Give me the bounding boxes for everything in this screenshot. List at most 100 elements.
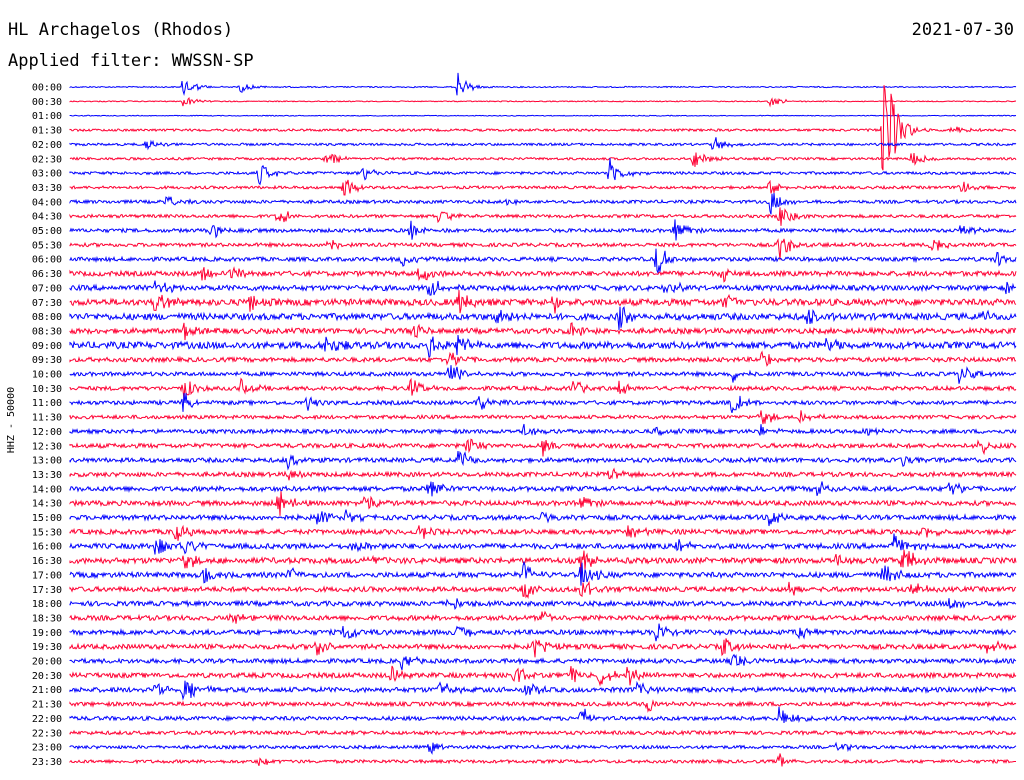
hour-label: 12:00: [32, 427, 62, 438]
hour-label: 16:30: [32, 556, 62, 567]
trace-line: [69, 533, 1017, 555]
hour-label: 19:30: [32, 642, 62, 653]
trace-line: [69, 219, 1017, 241]
hour-label: 00:00: [32, 83, 62, 94]
hour-label-group: 00:00 00:30 01:00 01:30 02:00 02:30 03:00 03:30…: [32, 83, 62, 768]
hour-label: 04:00: [32, 197, 62, 208]
hour-label: 23:30: [32, 757, 62, 768]
hour-label: 11:00: [32, 398, 62, 409]
trace-line: [69, 653, 1017, 671]
hour-label: 21:00: [32, 685, 62, 696]
trace-line: [69, 96, 1017, 108]
trace-line: [69, 729, 1017, 737]
trace-line: [69, 481, 1017, 497]
trace-line: [69, 467, 1017, 481]
trace-line: [69, 638, 1017, 658]
hour-label: 12:30: [32, 441, 62, 452]
hour-label: 15:00: [32, 513, 62, 524]
hour-label: 06:00: [32, 255, 62, 266]
hour-label: 20:00: [32, 657, 62, 668]
trace-line: [69, 393, 1017, 414]
hour-label: 09:30: [32, 355, 62, 366]
hour-label: 04:30: [32, 212, 62, 223]
hour-label: 23:00: [32, 743, 62, 754]
trace-line: [69, 438, 1017, 457]
trace-line: [69, 423, 1017, 436]
trace-line: [69, 158, 1017, 186]
station-title: HL Archagelos (Rhodos): [8, 20, 234, 40]
hour-label: 16:00: [32, 542, 62, 553]
trace-line: [69, 753, 1016, 767]
hour-label: 22:00: [32, 714, 62, 725]
trace-line: [69, 623, 1017, 642]
trace-line: [69, 306, 1017, 330]
hour-label: 02:30: [32, 154, 62, 165]
hour-label: 20:30: [32, 671, 62, 682]
trace-line: [69, 114, 1017, 117]
trace-line: [69, 509, 1017, 527]
hour-label: 17:30: [32, 585, 62, 596]
trace-line: [69, 334, 1017, 359]
hour-label: 21:30: [32, 700, 62, 711]
trace-line: [69, 598, 1017, 611]
trace-line: [69, 322, 1017, 341]
trace-line: [69, 491, 1017, 516]
trace-line: [69, 699, 1017, 713]
hour-label: 05:30: [32, 240, 62, 251]
hour-label: 15:30: [32, 527, 62, 538]
hour-label: 11:30: [32, 413, 62, 424]
trace-line: [69, 377, 1017, 400]
hour-label: 14:00: [32, 484, 62, 495]
trace-line: [69, 524, 1017, 541]
hour-label: 00:30: [32, 97, 62, 108]
hour-label: 06:30: [32, 269, 62, 280]
trace-line: [69, 580, 1017, 599]
trace-line: [69, 665, 1017, 687]
trace-line: [69, 706, 1017, 724]
hour-label: 02:00: [32, 140, 62, 151]
trace-line: [69, 549, 1017, 575]
trace-line: [69, 680, 1017, 701]
trace-line: [69, 192, 1017, 215]
trace-line: [69, 741, 1017, 755]
trace-group: [69, 72, 1017, 767]
trace-line: [69, 248, 1017, 275]
hour-label: 09:00: [32, 341, 62, 352]
trace-line: [69, 350, 1017, 367]
trace-line: [69, 238, 1017, 261]
trace-line: [69, 179, 1017, 196]
hour-label: 07:30: [32, 298, 62, 309]
trace-line: [69, 450, 1017, 471]
hour-label: 05:00: [32, 226, 62, 237]
hour-label: 10:30: [32, 384, 62, 395]
hour-label: 07:00: [32, 283, 62, 294]
hour-label: 01:00: [32, 111, 62, 122]
hour-label: 01:30: [32, 126, 62, 137]
hour-label: 19:00: [32, 628, 62, 639]
filter-label: Applied filter: WWSSN-SP: [8, 51, 254, 71]
hour-label: 18:00: [32, 599, 62, 610]
trace-line: [69, 207, 1017, 226]
hour-label: 08:30: [32, 326, 62, 337]
hour-label: 14:30: [32, 499, 62, 510]
trace-line: [69, 290, 1017, 314]
date-label: 2021-07-30: [911, 20, 1014, 40]
trace-line: [69, 280, 1017, 296]
hour-label: 22:30: [32, 728, 62, 739]
trace-line: [69, 365, 1017, 384]
y-axis-label: HHZ - 50000: [6, 387, 17, 453]
hour-label: 13:30: [32, 470, 62, 481]
trace-line: [69, 72, 1017, 97]
hour-label: 03:30: [32, 183, 62, 194]
hour-label: 13:00: [32, 456, 62, 467]
trace-line: [69, 152, 1017, 167]
hour-label: 03:00: [32, 169, 62, 180]
trace-line: [69, 560, 1017, 586]
trace-line: [69, 266, 1017, 283]
hour-label: 10:00: [32, 370, 62, 381]
trace-line: [69, 410, 1017, 425]
hour-label: 08:00: [32, 312, 62, 323]
hour-label: 18:30: [32, 613, 62, 624]
hour-label: 17:00: [32, 570, 62, 581]
